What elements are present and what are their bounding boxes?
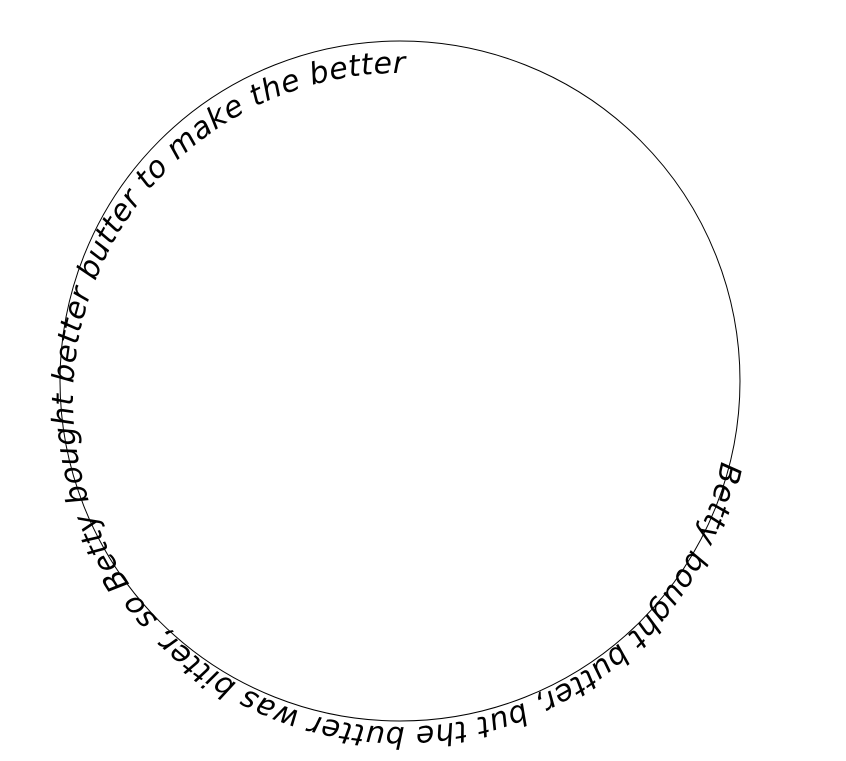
circular-sentence: Betty bought butter, but the butter was … bbox=[0, 0, 747, 754]
outer-ring bbox=[59, 40, 741, 722]
circular-sentence-path: Betty bought butter, but the butter was … bbox=[0, 0, 747, 754]
